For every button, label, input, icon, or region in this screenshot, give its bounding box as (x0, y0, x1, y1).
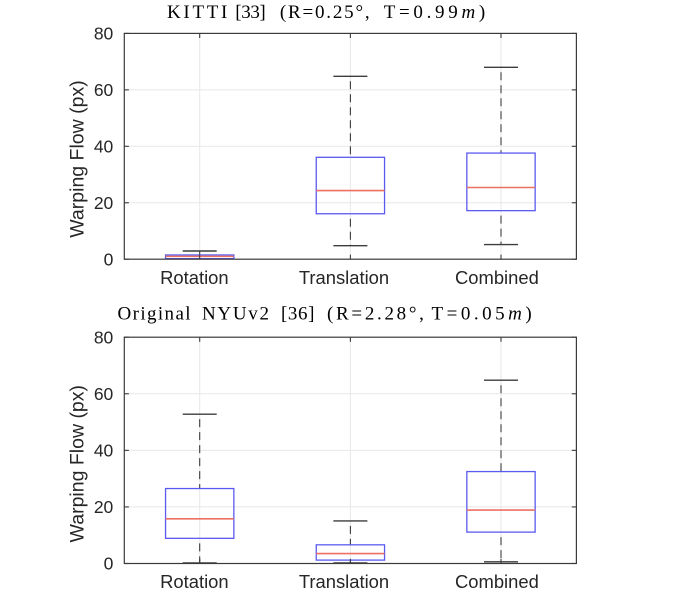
svg-text:(R=0.25°,: (R=0.25°, (280, 2, 372, 23)
svg-text:0: 0 (104, 554, 114, 574)
svg-text:Combined: Combined (455, 571, 539, 592)
svg-text:Translation: Translation (299, 267, 389, 288)
svg-text:0: 0 (104, 249, 114, 269)
svg-text:Rotation: Rotation (160, 267, 229, 288)
svg-text:(R=2.28°,: (R=2.28°, (327, 303, 427, 324)
svg-text:KITTI: KITTI (167, 2, 230, 23)
svg-text:[36]: [36] (281, 303, 315, 324)
svg-text:40: 40 (94, 137, 114, 157)
svg-text:Warping Flow (px): Warping Flow (px) (67, 80, 89, 237)
svg-text:Translation: Translation (299, 571, 389, 592)
svg-text:Rotation: Rotation (160, 571, 229, 592)
svg-text:60: 60 (94, 384, 114, 404)
svg-text:40: 40 (94, 441, 114, 461)
svg-text:20: 20 (94, 497, 114, 517)
svg-text:20: 20 (94, 193, 114, 213)
svg-text:80: 80 (94, 24, 114, 44)
svg-text:T=0.05m): T=0.05m) (432, 303, 536, 324)
svg-text:Original: Original (118, 303, 192, 324)
svg-text:T=0.99m): T=0.99m) (384, 2, 489, 23)
svg-text:NYUv2: NYUv2 (202, 303, 271, 324)
svg-text:60: 60 (94, 80, 114, 100)
svg-text:[33]: [33] (235, 2, 265, 23)
svg-text:80: 80 (94, 327, 114, 347)
svg-text:Warping Flow (px): Warping Flow (px) (67, 385, 89, 542)
svg-text:Combined: Combined (455, 267, 539, 288)
